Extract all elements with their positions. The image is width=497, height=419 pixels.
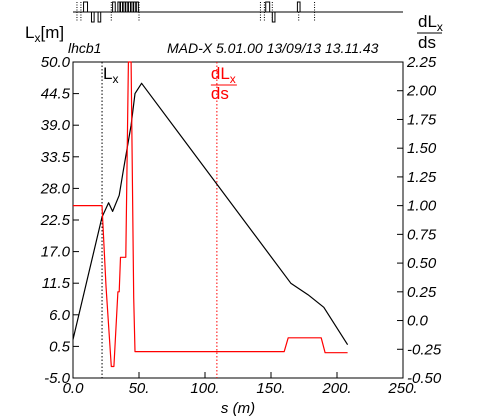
y-left-label: Lx[m] (25, 23, 64, 45)
lattice-element (90, 11, 95, 23)
y-right-tick-label: 1.75 (407, 111, 437, 128)
y-left-tick-label: 11.5 (42, 275, 71, 292)
lattice-element (120, 1, 124, 13)
lattice-element (97, 11, 102, 23)
x-axis-label: s (m) (221, 400, 255, 417)
x-tick-label: 0.0 (63, 380, 85, 397)
series (72, 61, 349, 368)
y-right-tick-label: 2.25 (406, 54, 437, 71)
lattice-element (125, 1, 129, 13)
y-right-tick-label: 2.00 (406, 83, 437, 100)
series-line (73, 61, 348, 368)
svg-text:dLx: dLx (418, 12, 443, 34)
lattice-element (135, 1, 139, 13)
y-right-tick-label: -0.50 (407, 370, 442, 387)
y-left-tick-label: 33.5 (41, 149, 71, 166)
marker-label: dLx (211, 64, 236, 86)
lattice-element (117, 1, 121, 13)
ticks: -5.0 0.5 6.0 11.5 17.0 22.5 28.0 33.5 39.0 44.5 50… (40, 54, 442, 397)
y-right-label: dLx ds (417, 12, 443, 52)
y-left-tick-label: 50.0 (41, 54, 71, 71)
y-left-tick-label: 39.0 (41, 117, 71, 134)
series-line (72, 82, 349, 346)
lattice-element (83, 1, 89, 13)
svg-text:ds: ds (418, 33, 436, 52)
lattice-element (296, 1, 301, 13)
y-right-tick-label: 1.00 (407, 198, 437, 215)
lattice-element (133, 1, 137, 13)
plot-frame (72, 61, 404, 379)
y-right-tick-label: 0.75 (407, 226, 437, 243)
y-right-tick-label: 0.25 (407, 284, 437, 301)
lattice-strip (73, 1, 403, 23)
y-left-tick-label: 6.0 (49, 307, 71, 324)
marker-label: Lx (103, 64, 118, 86)
lattice-element (271, 11, 276, 23)
y-left-tick-label: 28.0 (40, 180, 71, 197)
lattice-element (127, 1, 131, 13)
header-left: lhcb1 (68, 40, 101, 56)
x-tick-label: 250. (387, 380, 417, 397)
y-left-tick-label: 44.5 (41, 86, 71, 103)
y-left-tick-label: -5.0 (44, 370, 71, 387)
marker-label-den: ds (211, 84, 229, 103)
y-right-tick-label: -0.25 (407, 341, 442, 358)
header-right: MAD-X 5.01.00 13/09/13 13.11.43 (167, 40, 379, 56)
y-right-tick-label: 1.50 (407, 140, 437, 157)
y-left-tick-label: 0.5 (49, 338, 71, 355)
x-tick-label: 150. (256, 380, 285, 397)
lattice-element (122, 1, 126, 13)
y-right-tick-label: 1.25 (407, 169, 437, 186)
y-right-tick-label: 0.50 (407, 255, 437, 272)
lattice-element (112, 1, 116, 13)
lattice-element (265, 1, 271, 13)
lattice-element (130, 1, 134, 13)
x-tick-label: 200. (321, 380, 351, 397)
x-tick-label: 50. (129, 380, 150, 397)
y-left-tick-label: 17.0 (41, 244, 71, 261)
y-left-tick-label: 22.5 (40, 212, 71, 229)
y-right-tick-label: 0.0 (407, 313, 429, 330)
x-tick-label: 100. (190, 380, 219, 397)
